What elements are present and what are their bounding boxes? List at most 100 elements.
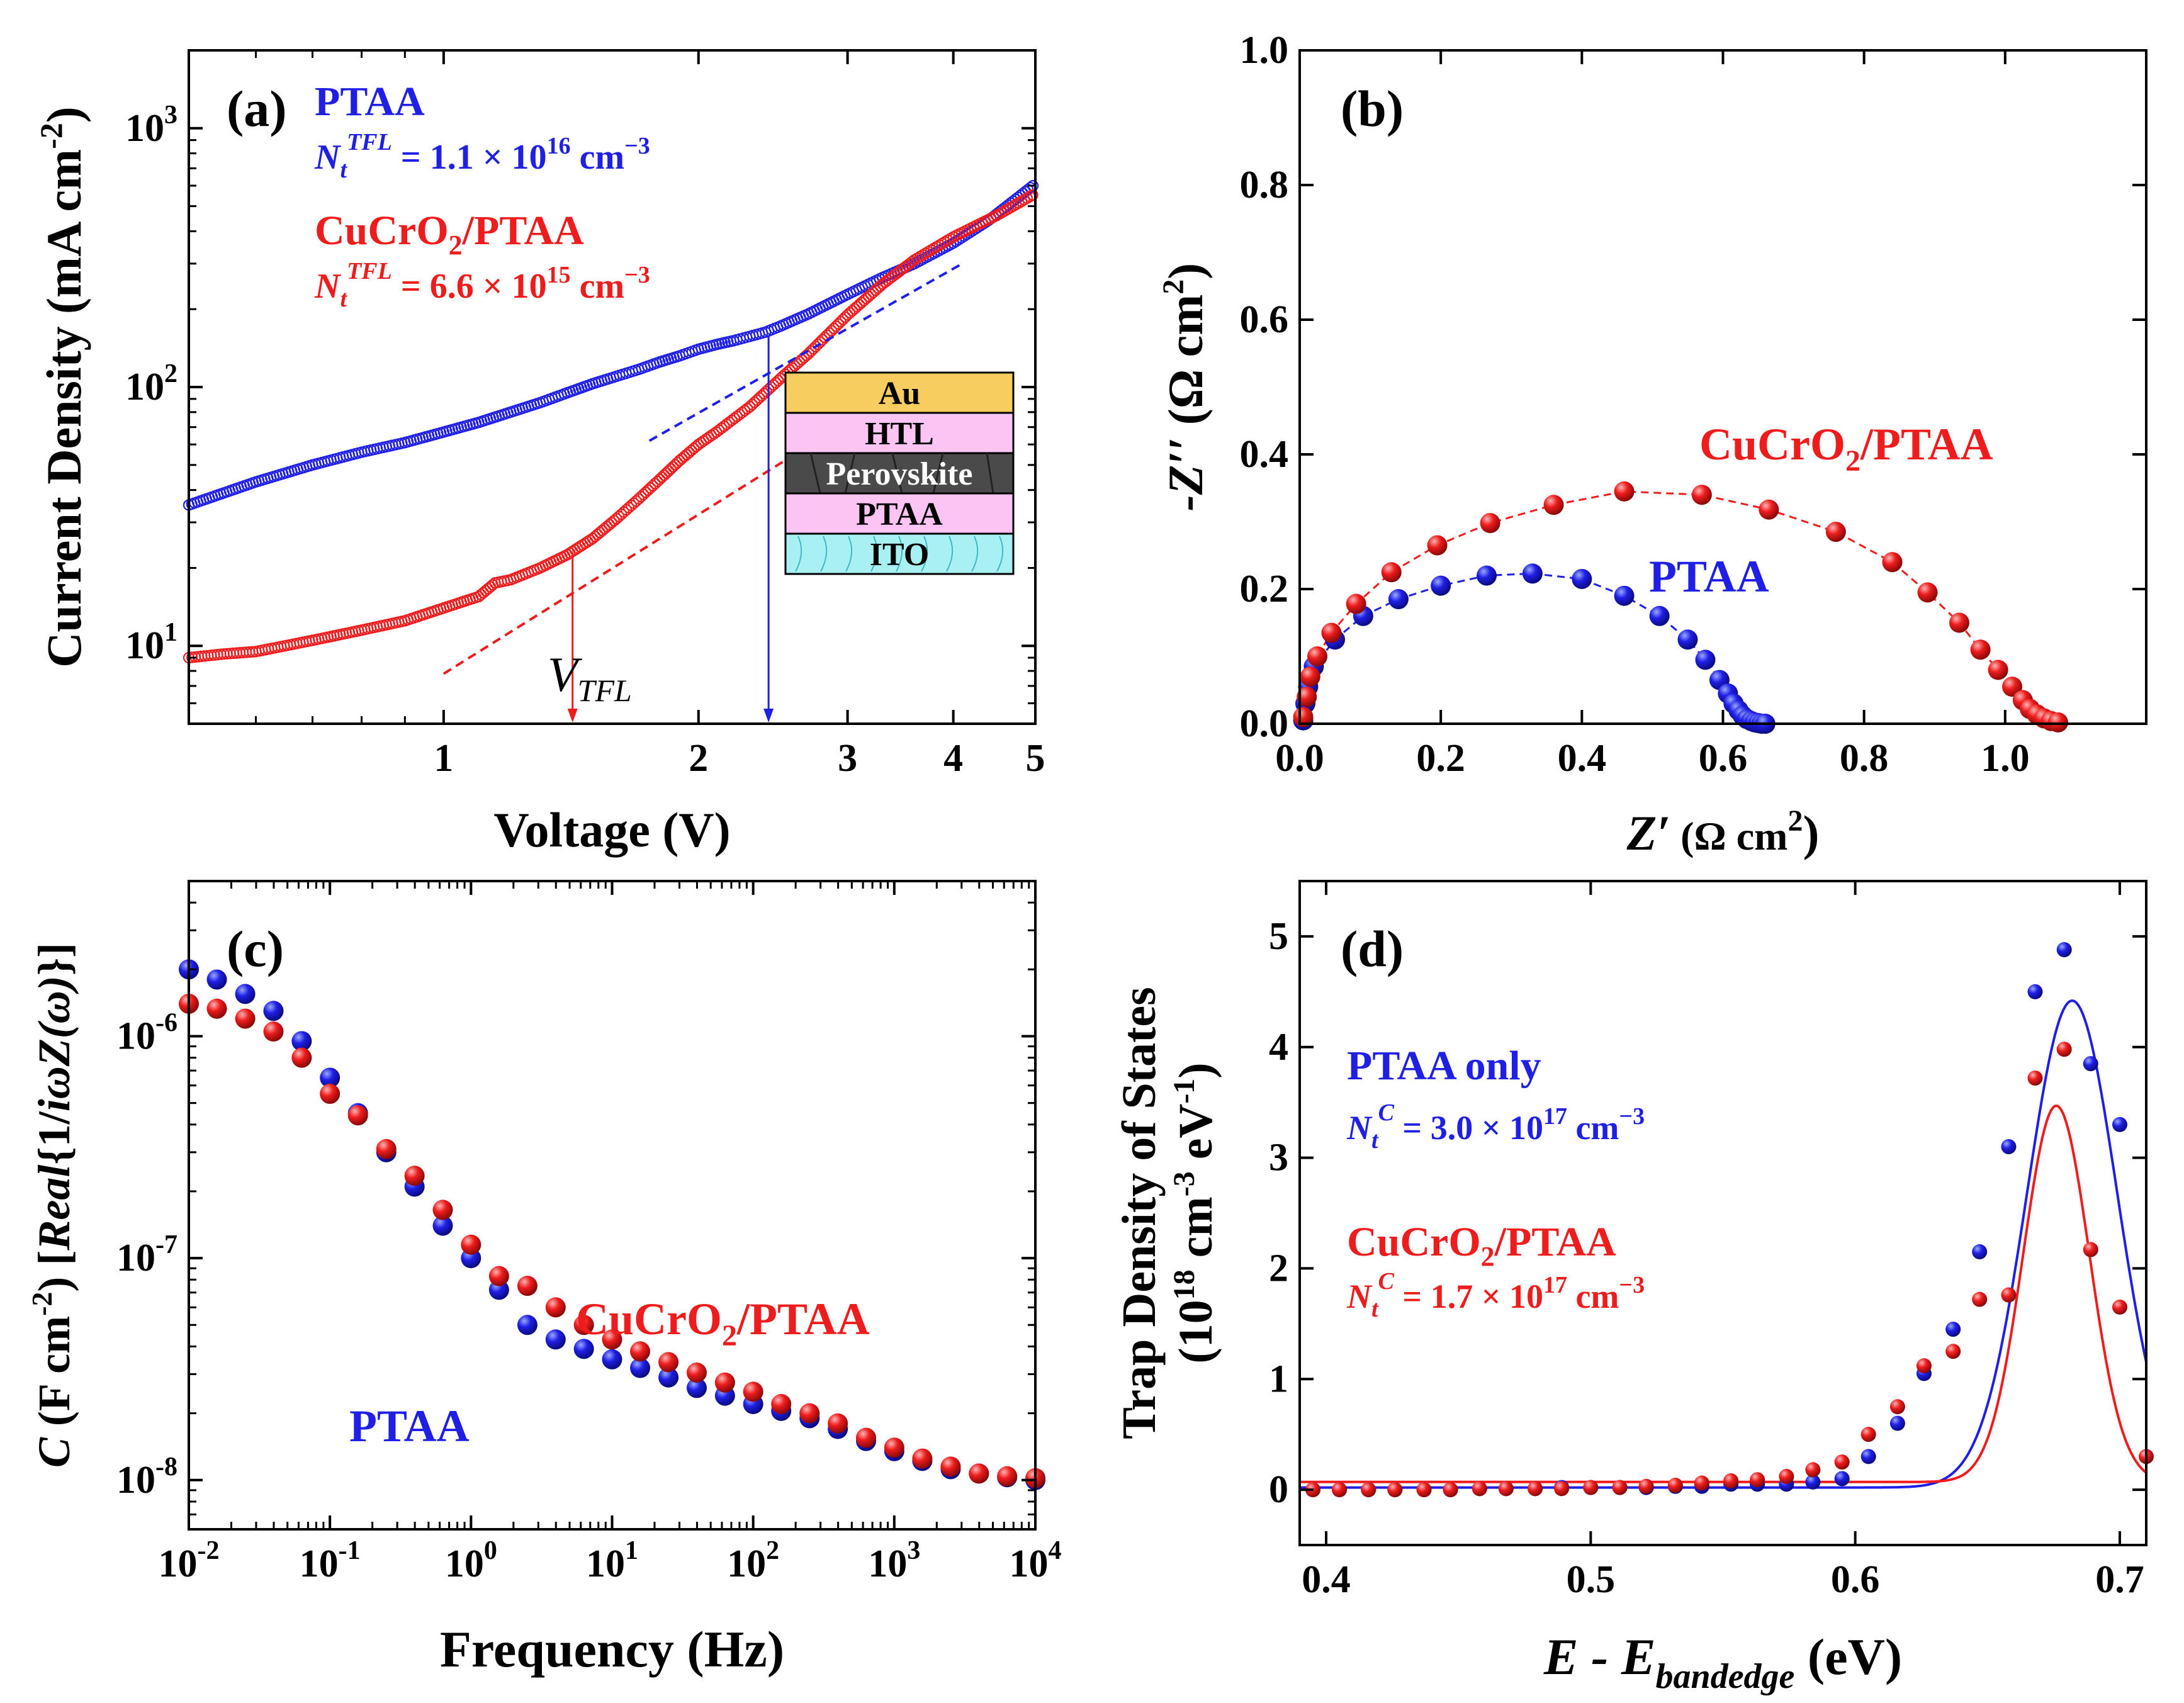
data-point bbox=[545, 1329, 566, 1350]
data-point bbox=[1528, 1481, 1543, 1497]
data-point bbox=[1695, 649, 1716, 670]
data-point bbox=[1300, 666, 1320, 687]
tick-exp: 1 bbox=[164, 618, 177, 647]
legend-cucro: CuCrO2/PTAA bbox=[1699, 419, 1993, 478]
nt-unit: cm bbox=[571, 267, 625, 306]
series-blue bbox=[179, 959, 1045, 1490]
data-point bbox=[1649, 605, 1670, 626]
data-point bbox=[997, 1466, 1018, 1487]
name-tail: /PTAA bbox=[462, 208, 584, 254]
x-label-sub: bandedge bbox=[1656, 1657, 1795, 1696]
series-red bbox=[1293, 481, 2068, 733]
ito-line bbox=[795, 536, 802, 572]
data-point bbox=[1882, 552, 1903, 573]
layer-label: PTAA bbox=[856, 497, 943, 532]
data-point bbox=[2001, 1287, 2017, 1303]
data-point bbox=[1694, 1475, 1709, 1491]
data-point bbox=[1779, 1468, 1794, 1484]
series-blue bbox=[183, 180, 1039, 511]
y-frac: {1/ bbox=[29, 1111, 79, 1164]
x-tick-label: 0.4 bbox=[1558, 737, 1607, 780]
x-label-tail: (Ω cm bbox=[1670, 814, 1787, 858]
data-point bbox=[2001, 1139, 2017, 1154]
nt-exp: 17 bbox=[1543, 1103, 1567, 1130]
y2-ev: eV bbox=[1169, 1104, 1222, 1172]
tick-base: 10 bbox=[300, 1543, 339, 1585]
tick-base: 10 bbox=[445, 1543, 484, 1585]
nt-unit-exp: −3 bbox=[624, 262, 650, 288]
data-point bbox=[1667, 1478, 1683, 1493]
tick-exp: 0 bbox=[484, 1536, 497, 1565]
y-label-close: ) bbox=[37, 106, 91, 123]
data-point bbox=[1972, 1244, 1988, 1260]
nt-sub: t bbox=[1371, 1296, 1379, 1322]
data-point bbox=[2002, 677, 2023, 697]
data-point bbox=[1554, 1481, 1570, 1497]
data-point bbox=[1889, 1399, 1905, 1415]
legend-nt-cucro: NtTFL = 6.6 × 1015 cm−3 bbox=[314, 258, 650, 312]
data-point bbox=[630, 1341, 651, 1362]
data-point bbox=[686, 1378, 707, 1398]
tick-exp: 4 bbox=[1049, 1536, 1062, 1565]
tick-exp: 2 bbox=[164, 359, 177, 388]
y-label-tail: (Ω cm bbox=[1158, 295, 1213, 437]
gaussian-fit bbox=[1300, 1104, 2147, 1483]
legend-ptaa: PTAA bbox=[315, 79, 425, 125]
data-point bbox=[1431, 575, 1451, 596]
data-point bbox=[1387, 1482, 1403, 1498]
grain-boundary bbox=[844, 452, 856, 494]
ito-line bbox=[921, 536, 928, 572]
data-point bbox=[884, 1437, 904, 1458]
data-point bbox=[2056, 942, 2072, 958]
data-point bbox=[1825, 522, 1846, 542]
legend-nt-cucro: NtC = 1.7 × 1017 cm−3 bbox=[1346, 1268, 1645, 1322]
data-point bbox=[347, 1105, 368, 1126]
x-tick-label: 10-1 bbox=[300, 1536, 361, 1585]
y-real: Real bbox=[29, 1165, 79, 1251]
nt-sup: TFL bbox=[347, 129, 392, 155]
nt-exp: 15 bbox=[547, 262, 571, 288]
series-red bbox=[179, 993, 1045, 1488]
legend-ptaa: PTAA bbox=[1649, 551, 1769, 602]
legend-cucro: CuCrO2/PTAA bbox=[1347, 1219, 1616, 1272]
data-point bbox=[1988, 660, 2008, 680]
name-tail: /PTAA bbox=[736, 1294, 870, 1344]
data-point bbox=[1381, 562, 1402, 583]
name: CuCrO bbox=[315, 208, 449, 254]
data-point bbox=[856, 1427, 877, 1448]
nt: N bbox=[1346, 1109, 1373, 1147]
data-point bbox=[404, 1166, 425, 1186]
data-point bbox=[235, 1008, 256, 1029]
data-point bbox=[1293, 707, 1314, 728]
name-sub: 2 bbox=[1845, 444, 1860, 478]
data-point bbox=[771, 1394, 792, 1415]
x-tick-label: 0.4 bbox=[1302, 1558, 1351, 1601]
data-point bbox=[969, 1463, 989, 1484]
data-point bbox=[1522, 563, 1543, 584]
data-point bbox=[1612, 1480, 1628, 1495]
panel-b: 0.0 0.2 0.4 0.6 0.8 1.0 0.0 0.2 0.4 0.6 0.8 1.0 (b) C… bbox=[1157, 29, 2147, 860]
y-tick-label: 10-7 bbox=[116, 1230, 177, 1279]
panel-label: (b) bbox=[1341, 80, 1404, 137]
tick-base: 10 bbox=[586, 1543, 625, 1585]
y-iwz: iωZ(ω) bbox=[29, 975, 79, 1111]
layer-label: HTL bbox=[865, 416, 934, 452]
data-point bbox=[602, 1329, 622, 1350]
x-tick-label: 2 bbox=[689, 737, 708, 780]
y-label-sup: -2 bbox=[33, 123, 69, 149]
data-point bbox=[376, 1138, 397, 1159]
y2-exp1: 18 bbox=[1168, 1269, 1201, 1300]
tick-base: 10 bbox=[868, 1543, 907, 1585]
grain-boundary bbox=[986, 452, 994, 494]
device-stack-inset: Au HTL Perovskite PTAA ITO bbox=[784, 371, 1015, 575]
y-axis-label: C (F cm-2) [Real{1/iωZ(ω)}] bbox=[26, 943, 79, 1468]
data-point bbox=[432, 1200, 453, 1220]
data-point bbox=[573, 1339, 594, 1359]
data-point bbox=[1477, 565, 1497, 586]
tick-base: 10 bbox=[125, 107, 164, 150]
grain-boundary bbox=[891, 452, 903, 494]
data-point bbox=[1480, 513, 1500, 534]
